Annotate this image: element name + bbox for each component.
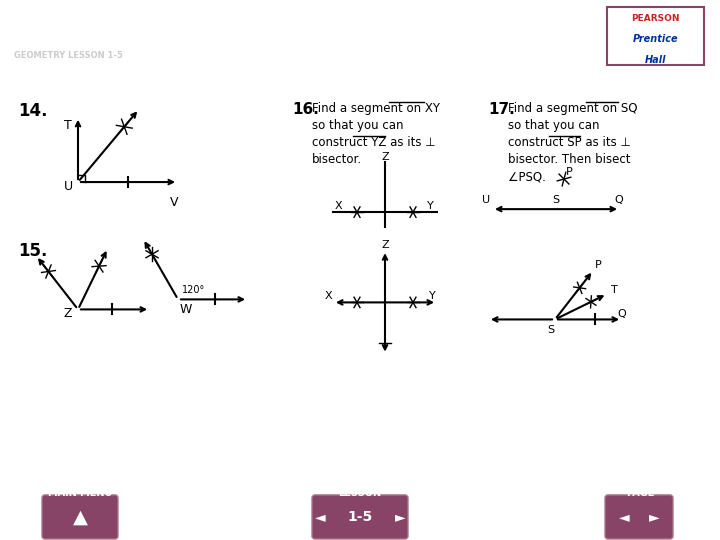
Text: ►: ►	[649, 510, 660, 524]
Text: Hall: Hall	[644, 55, 666, 65]
Text: MAIN MENU: MAIN MENU	[48, 488, 112, 498]
Text: ∠PSQ.: ∠PSQ.	[508, 170, 546, 183]
Text: Y: Y	[429, 292, 436, 301]
Text: X: X	[325, 292, 333, 301]
Text: Z: Z	[381, 152, 389, 162]
Text: P: P	[566, 167, 572, 177]
Text: X: X	[335, 201, 343, 211]
Text: 17.: 17.	[488, 102, 515, 117]
FancyBboxPatch shape	[605, 495, 673, 539]
Text: S: S	[547, 326, 554, 335]
FancyBboxPatch shape	[312, 495, 408, 539]
Text: Find a segment on SQ: Find a segment on SQ	[508, 102, 637, 115]
Text: ◄: ◄	[618, 510, 629, 524]
Text: ►: ►	[395, 510, 405, 524]
Text: Find a segment on XY: Find a segment on XY	[312, 102, 440, 115]
Text: 15.: 15.	[18, 242, 48, 260]
Text: T: T	[611, 285, 618, 295]
Text: Prentice: Prentice	[632, 35, 678, 44]
Text: bisector.: bisector.	[312, 153, 362, 166]
Text: PEARSON: PEARSON	[631, 15, 680, 23]
Text: Student Edition Answers: Student Edition Answers	[14, 73, 187, 86]
Text: U: U	[64, 180, 73, 193]
Text: LESSON: LESSON	[338, 488, 382, 498]
Text: so that you can: so that you can	[312, 119, 403, 132]
Text: GEOMETRY LESSON 1-5: GEOMETRY LESSON 1-5	[14, 51, 123, 59]
Text: P: P	[595, 260, 602, 271]
Text: Q: Q	[614, 195, 623, 205]
Text: bisector. Then bisect: bisector. Then bisect	[508, 153, 631, 166]
Text: U: U	[482, 195, 490, 205]
Text: Y: Y	[427, 201, 433, 211]
Text: construct YZ as its ⊥: construct YZ as its ⊥	[312, 136, 436, 149]
Text: Z: Z	[381, 240, 389, 250]
Text: Basic Construction: Basic Construction	[14, 17, 249, 38]
Text: construct SP as its ⊥: construct SP as its ⊥	[508, 136, 631, 149]
Text: 1-5: 1-5	[347, 510, 373, 524]
Text: W: W	[180, 303, 192, 316]
Text: ▲: ▲	[73, 508, 88, 526]
Text: T: T	[64, 119, 72, 132]
Text: ◄: ◄	[315, 510, 325, 524]
Text: 14.: 14.	[18, 102, 48, 120]
Text: 120°: 120°	[182, 285, 205, 295]
FancyBboxPatch shape	[42, 495, 118, 539]
Text: V: V	[170, 196, 179, 209]
Text: PAGE: PAGE	[626, 488, 654, 498]
Text: 16.: 16.	[292, 102, 319, 117]
Text: Q: Q	[617, 309, 626, 320]
Text: so that you can: so that you can	[508, 119, 600, 132]
Text: Z: Z	[64, 307, 73, 320]
Text: S: S	[552, 195, 559, 205]
